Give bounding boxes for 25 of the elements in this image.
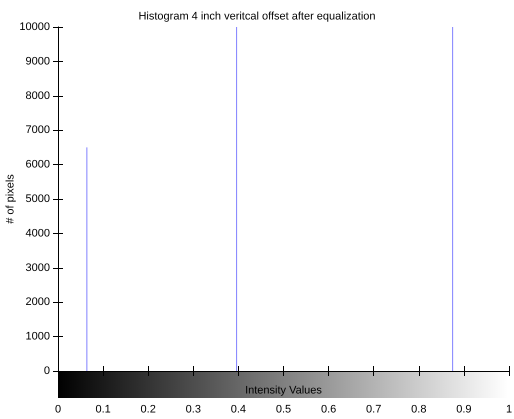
y-tick-label: 7000 [26, 124, 50, 136]
y-tick-label: 1000 [26, 330, 50, 343]
y-tick-label: 9000 [26, 55, 50, 68]
x-tick-label: 0 [54, 404, 62, 416]
y-tick-label: 2000 [26, 296, 50, 308]
x-tick-label: 0.7 [366, 404, 382, 416]
y-tick-label: 6000 [26, 158, 50, 171]
x-tick-label: 0.1 [95, 404, 111, 416]
y-tick-label: 8000 [26, 90, 50, 102]
x-axis-title: Intensity Values [245, 384, 322, 396]
y-tick-label: 0 [44, 365, 50, 377]
x-tick-label: 0.6 [320, 404, 336, 416]
x-tick-label: 0.3 [186, 404, 201, 416]
y-tick-label: 3000 [26, 262, 50, 274]
x-tick-label: 0.4 [230, 404, 246, 416]
y-axis-title: # of pixels [4, 174, 16, 224]
x-tick-label: 0.5 [276, 404, 292, 416]
chart-title: Histogram 4 inch veritcal offset after equalization [138, 10, 376, 22]
y-tick-label: 4000 [26, 227, 50, 240]
x-tick-label: 0.8 [411, 404, 426, 416]
y-tick-label: 5000 [26, 193, 50, 205]
x-tick-label: 0.2 [140, 404, 156, 416]
x-tick-label: 0.9 [456, 404, 472, 416]
x-tick-label: 1 [506, 404, 512, 416]
y-tick-label: 10000 [19, 21, 50, 33]
